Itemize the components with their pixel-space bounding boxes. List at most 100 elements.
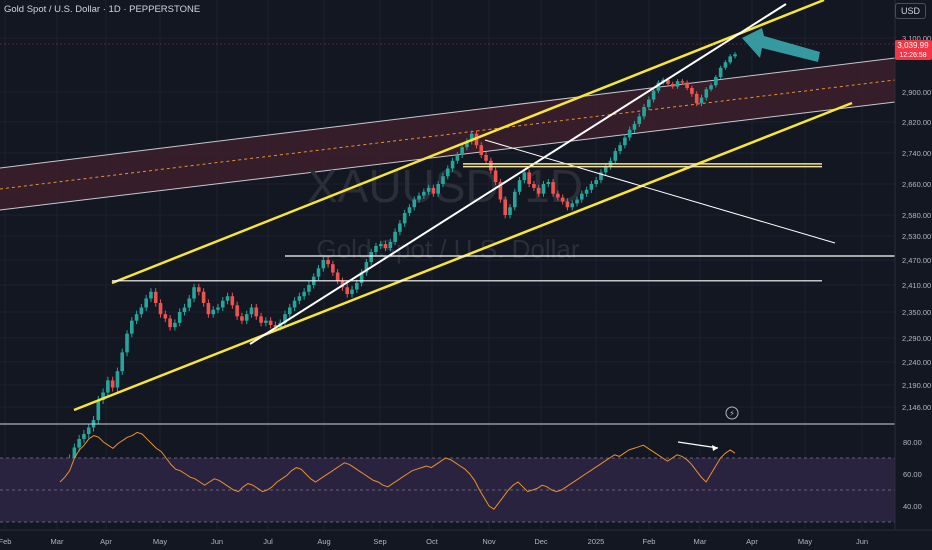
candle-body [699,97,704,104]
rsi-pane: 80.00 60.00 40.00 [0,431,922,523]
candle-body [522,172,527,181]
time-axis-label: Apr [746,537,758,546]
price-axis-label: 2,470.00 [902,256,931,265]
candle-body [316,268,321,277]
candle-body [125,333,129,353]
candle-body [709,85,713,90]
time-axis-label: Mar [694,537,707,546]
candle-body [86,427,91,434]
candle-body [723,62,728,68]
candle-body [82,434,86,439]
candle-body [335,272,340,281]
candle-body [733,54,737,57]
drawings[interactable] [0,0,895,412]
candle-body [670,83,675,87]
time-axis-label: Mar [51,537,64,546]
time-axis-label: May [153,537,167,546]
time-axis-label: Nov [482,537,496,546]
candle-body [168,318,172,328]
candle-body [426,187,431,192]
candle-body [594,180,598,184]
candle-body [599,172,603,181]
candle-body [656,82,661,91]
price-axis-label: 2,580.00 [902,211,931,220]
price-axis-label: 2,900.00 [902,88,931,97]
candle-body [675,81,680,87]
candle-body [402,213,407,224]
price-axis-label: 2,290.00 [902,334,931,343]
candle-body [287,307,292,315]
candle-body [632,123,637,130]
price-axis-label: 2,146.00 [902,403,931,412]
candle-body [508,207,512,215]
watermark: XAUUSD, 1D Gold Spot / U.S. Dollar [307,160,583,264]
price-axis-label: 2,190.00 [902,381,931,390]
candle-body [575,199,579,204]
candle-body [512,191,517,208]
price-tag-value: 3,039.99 [897,41,929,50]
candle-body [728,56,733,63]
candle-body [503,199,508,215]
rsi-axis-label: 80.00 [903,438,922,447]
candle-body [350,289,354,294]
candle-body [153,291,158,303]
band-mid [0,79,896,190]
candle-body [589,184,594,190]
candle-body [450,160,455,169]
time-axis-label: Dec [534,537,548,546]
candle-body [206,303,211,315]
teal-arrow-icon [742,28,820,62]
candle-body [603,166,608,173]
candle-body [431,187,436,194]
time-axis-label: 2025 [588,537,605,546]
price-tag-box [895,40,932,60]
candle-body [220,300,225,308]
candle-body [139,307,144,315]
bolt-marker[interactable]: ⚡ [725,406,739,420]
candle-body [235,305,239,317]
candle-body [359,272,364,283]
candle-body [211,309,215,315]
currency-button[interactable]: USD [894,3,926,19]
last-price-tag: 3,039.99 12:26:58 [895,40,932,60]
candle-body [469,133,474,142]
candle-body [479,145,484,155]
candle-body [694,93,699,104]
price-axis[interactable]: 3,100.00 2,900.00 2,820.00 2,740.00 2,660.00… [894,0,931,530]
candle-body [690,87,694,94]
price-tag-countdown: 12:26:58 [899,52,926,59]
candle-body [254,307,259,317]
candle-body [230,296,235,306]
candle-body [292,300,297,308]
candle-body [201,291,206,303]
candle-body [627,129,632,138]
band-lower [0,101,896,211]
candle-body [307,285,311,292]
candle-body [340,280,345,288]
candle-body [613,151,618,161]
rsi-axis-label: 60.00 [903,470,922,479]
candle-body [637,116,642,124]
candle-body [422,191,426,196]
rsi-arrowhead-icon [712,445,718,451]
candle-body [436,184,440,194]
candle-body [321,260,326,269]
time-axis[interactable]: Feb Mar Apr May Jun Jul Aug Sep Oct Nov Dec 2025 Feb… [0,529,932,546]
candle-body [182,307,187,312]
candle-body [355,282,359,290]
time-axis-label: Jun [211,537,223,546]
time-axis-label: May [798,537,812,546]
candle-body [345,287,350,294]
candle-body [455,154,460,161]
candle-body [388,242,393,248]
candle-body [685,82,689,88]
price-axis-label: 2,660.00 [902,180,931,189]
candle-body [517,180,522,192]
candle-body [484,154,488,161]
candle-body [570,203,575,208]
candle-body [407,207,412,214]
candle-body [714,77,718,86]
candle-body [651,90,656,100]
descending-line [484,139,836,244]
